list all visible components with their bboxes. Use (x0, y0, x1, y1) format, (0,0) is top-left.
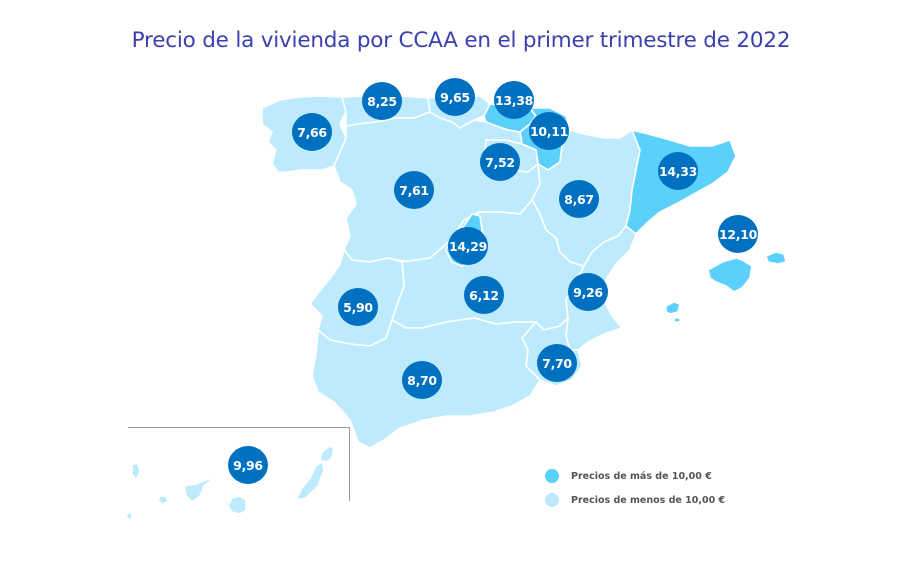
price-bubble-castilla-la-mancha: 6,12 (464, 276, 504, 314)
price-bubble-pais-vasco: 13,38 (494, 81, 534, 119)
region-canarias-lanzarote[interactable] (319, 445, 335, 463)
price-bubble-cantabria: 9,65 (435, 78, 475, 116)
price-bubble-galicia: 7,66 (292, 113, 332, 151)
price-bubble-navarra: 10,11 (529, 112, 569, 150)
price-bubble-cataluna: 14,33 (658, 152, 698, 190)
map-legend: Precios de más de 10,00 € Precios de men… (545, 464, 725, 512)
region-canarias-la-palma[interactable] (131, 463, 141, 481)
map-title: Precio de la vivienda por CCAA en el pri… (131, 28, 791, 53)
region-canarias-el-hierro[interactable] (125, 511, 133, 521)
price-bubble-murcia: 7,70 (537, 344, 577, 382)
legend-label-below: Precios de menos de 10,00 € (571, 494, 726, 506)
region-canarias-fuerteventura[interactable] (295, 461, 325, 501)
region-canarias-tenerife[interactable] (183, 477, 215, 503)
price-bubble-canarias: 9,96 (228, 446, 268, 484)
price-bubble-valencia: 9,26 (568, 273, 608, 311)
price-bubble-castilla-leon: 7,61 (394, 171, 434, 209)
region-baleares-menorca[interactable] (765, 251, 787, 265)
region-canarias-gran-canaria[interactable] (227, 495, 247, 515)
price-bubble-la-rioja: 7,52 (480, 143, 520, 181)
legend-item-below: Precios de menos de 10,00 € (545, 488, 725, 512)
legend-swatch-above-icon (545, 469, 559, 483)
region-baleares-formentera[interactable] (673, 317, 681, 323)
region-baleares-ibiza[interactable] (665, 301, 681, 315)
region-baleares-mallorca[interactable] (707, 257, 753, 293)
region-canarias-gomera[interactable] (157, 495, 169, 505)
legend-label-above: Precios de más de 10,00 € (571, 470, 712, 482)
legend-swatch-below-icon (545, 493, 559, 507)
canary-islands-inset-frame (128, 427, 350, 501)
legend-item-above: Precios de más de 10,00 € (545, 464, 725, 488)
price-bubble-asturias: 8,25 (362, 82, 402, 120)
price-bubble-baleares: 12,10 (718, 215, 758, 253)
price-bubble-madrid: 14,29 (448, 227, 488, 265)
price-bubble-aragon: 8,67 (559, 180, 599, 218)
price-bubble-extremadura: 5,90 (338, 288, 378, 326)
price-bubble-andalucia: 8,70 (402, 361, 442, 399)
